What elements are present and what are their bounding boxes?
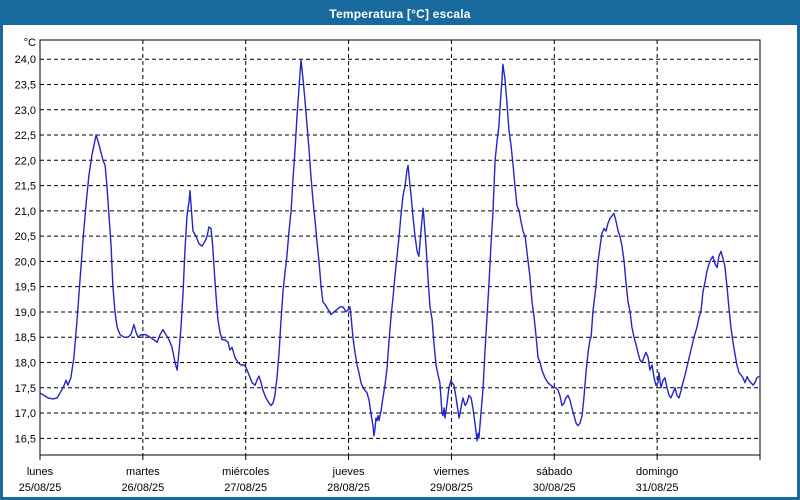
plot-frame	[39, 39, 761, 456]
chart-area: 24,0 23,5 23,0 22,5 22,0 21,5 21,0 20,5 20,0 19,5…	[3, 25, 797, 497]
y-tick-label: 21,0	[15, 206, 36, 218]
chart-title: Temperatura [°C] escala	[329, 7, 471, 21]
y-tick-label: 17,5	[15, 383, 36, 395]
temperature-line	[39, 59, 760, 442]
y-tick-label: 24,0	[15, 54, 36, 66]
day-name-label: viernes	[434, 466, 470, 478]
y-tick-label: 22,5	[15, 130, 36, 142]
day-date-label: 29/08/25	[430, 482, 473, 494]
y-tick-label: 17,0	[15, 408, 36, 420]
y-tick-label: 21,5	[15, 181, 36, 193]
day-date-label: 26/08/25	[121, 482, 164, 494]
y-tick-label: 19,5	[15, 282, 36, 294]
y-tick-label: 19,0	[15, 307, 36, 319]
day-name-label: martes	[126, 466, 160, 478]
y-axis-unit-label: °C	[24, 37, 36, 49]
day-name-label: domingo	[636, 466, 678, 478]
temperature-chart: 24,0 23,5 23,0 22,5 22,0 21,5 21,0 20,5 20,0 19,5…	[15, 37, 761, 494]
day-date-label: 27/08/25	[224, 482, 267, 494]
y-tick-label: 23,5	[15, 79, 36, 91]
day-date-label: 25/08/25	[19, 482, 62, 494]
day-name-label: sábado	[536, 466, 572, 478]
title-bar: Temperatura [°C] escala	[3, 3, 797, 25]
day-name-label: lunes	[27, 466, 54, 478]
y-tick-label: 20,0	[15, 256, 36, 268]
day-date-label: 28/08/25	[327, 482, 370, 494]
day-name-label: jueves	[332, 466, 365, 478]
y-tick-label: 18,0	[15, 357, 36, 369]
y-tick-label: 16,5	[15, 433, 36, 445]
day-date-label: 31/08/25	[636, 482, 679, 494]
y-tick-label: 22,0	[15, 155, 36, 167]
day-date-label: 30/08/25	[533, 482, 576, 494]
y-tick-label: 23,0	[15, 105, 36, 117]
y-tick-label: 20,5	[15, 231, 36, 243]
day-name-label: miércoles	[222, 466, 270, 478]
y-tick-label: 18,5	[15, 332, 36, 344]
